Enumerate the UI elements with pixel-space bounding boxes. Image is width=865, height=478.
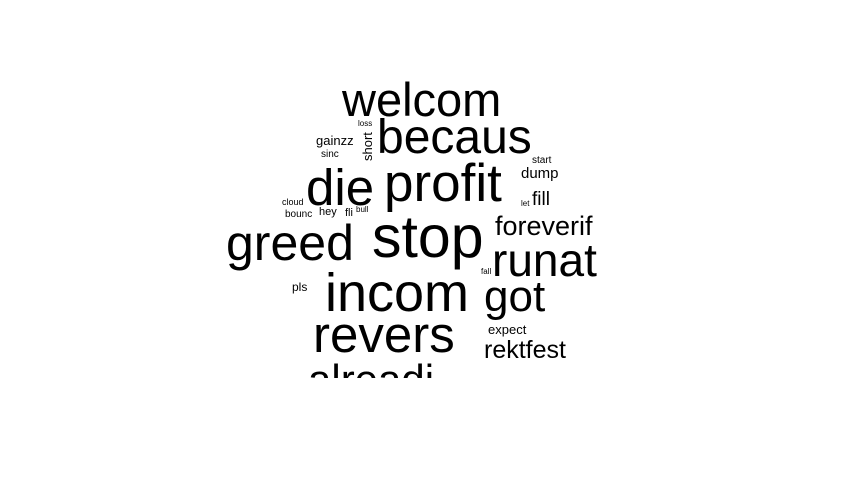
word-dump: dump bbox=[521, 165, 559, 182]
word-fill: fill bbox=[532, 189, 550, 210]
word-cloud-clip: welcom becaus profit die stop greed runa… bbox=[226, 73, 597, 379]
word-die: die bbox=[306, 159, 375, 216]
word-gainzz: gainzz bbox=[316, 133, 354, 148]
word-revers: revers bbox=[313, 306, 455, 363]
word-greed: greed bbox=[226, 215, 354, 271]
word-foreverif: foreverif bbox=[495, 211, 593, 241]
word-fall: fall bbox=[481, 267, 492, 276]
word-got: got bbox=[484, 272, 546, 321]
word-rektfest: rektfest bbox=[484, 336, 566, 364]
word-bounc: bounc bbox=[285, 209, 313, 220]
word-short: short bbox=[360, 132, 375, 161]
word-expect: expect bbox=[488, 322, 527, 337]
word-alreadi: alreadi bbox=[308, 359, 434, 379]
word-let: let bbox=[521, 199, 530, 208]
word-runat: runat bbox=[492, 234, 597, 286]
word-hey: hey bbox=[319, 206, 337, 218]
word-start: start bbox=[532, 155, 552, 166]
word-stop: stop bbox=[372, 204, 484, 270]
word-becaus: becaus bbox=[377, 111, 532, 164]
word-pls: pls bbox=[292, 280, 308, 294]
word-loss: loss bbox=[358, 119, 373, 128]
word-fli: fli bbox=[345, 207, 353, 219]
word-cloud: cloud bbox=[282, 197, 304, 207]
word-bull: bull bbox=[356, 205, 369, 214]
word-profit: profit bbox=[384, 154, 502, 213]
word-incom: incom bbox=[325, 263, 470, 323]
word-welcom: welcom bbox=[342, 73, 502, 126]
word-sinc: sinc bbox=[321, 149, 339, 160]
